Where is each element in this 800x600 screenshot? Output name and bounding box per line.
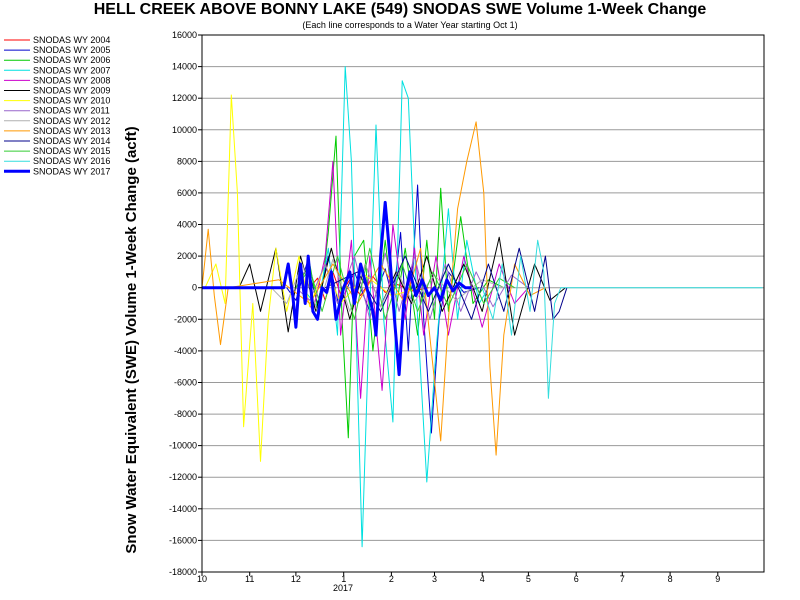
y-axis-label: Snow Water Equivalent (SWE) Volume 1-Wee… — [123, 126, 140, 553]
y-tick-label: -12000 — [169, 472, 197, 482]
y-tick-label: -18000 — [169, 567, 197, 577]
y-tick-label: -2000 — [174, 314, 197, 324]
series-line — [295, 135, 505, 439]
y-tick-label: 4000 — [177, 220, 197, 230]
series-line — [202, 200, 472, 377]
legend-label: SNODAS WY 2007 — [33, 65, 110, 75]
x-tick-label: 11 — [245, 574, 254, 584]
series-layer — [201, 66, 763, 548]
legend-label: SNODAS WY 2010 — [33, 96, 110, 106]
x-tick-label: 2 — [389, 574, 394, 584]
series-line — [238, 236, 566, 336]
y-tick-label: 10000 — [172, 125, 197, 135]
x-tick-label: 5 — [526, 574, 531, 584]
y-tick-label: 12000 — [172, 93, 197, 103]
y-tick-label: -4000 — [174, 346, 197, 356]
y-tick-label: 14000 — [172, 62, 197, 72]
legend-label: SNODAS WY 2004 — [33, 35, 110, 45]
x-tick-label: 12 — [291, 574, 301, 584]
chart-subtitle: (Each line corresponds to a Water Year s… — [302, 20, 518, 30]
legend-label: SNODAS WY 2016 — [33, 156, 110, 166]
y-tick-label: -6000 — [174, 378, 197, 388]
legend-label: SNODAS WY 2015 — [33, 146, 110, 156]
x-tick-label: 10 — [197, 574, 207, 584]
legend-label: SNODAS WY 2017 — [33, 166, 110, 176]
y-tick-label: 2000 — [177, 251, 197, 261]
series-line — [324, 247, 568, 320]
series-line — [204, 94, 421, 462]
legend-label: SNODAS WY 2006 — [33, 55, 110, 65]
x-tick-label: 6 — [574, 574, 579, 584]
legend-label: SNODAS WY 2008 — [33, 75, 110, 85]
chart-title: HELL CREEK ABOVE BONNY LAKE (549) SNODAS… — [93, 1, 707, 18]
y-tick-label: 6000 — [177, 188, 197, 198]
x-tick-label: 3 — [432, 574, 437, 584]
y-tick-label: -16000 — [169, 535, 197, 545]
x-tick-label: 4 — [480, 574, 485, 584]
y-tick-label: 8000 — [177, 156, 197, 166]
x-tick-label: 1 — [341, 574, 346, 584]
y-tick-label: -10000 — [169, 441, 197, 451]
legend-label: SNODAS WY 2011 — [33, 106, 110, 116]
y-tick-label: -8000 — [174, 409, 197, 419]
legend-label: SNODAS WY 2005 — [33, 45, 110, 55]
series-line — [301, 66, 489, 548]
y-tick-label: 0 — [192, 283, 197, 293]
x-axis-year-label: 2017 — [333, 583, 353, 593]
legend-label: SNODAS WY 2014 — [33, 136, 110, 146]
axis-layer: 16000 14000 12000 10000 8000 6000 4000 2000 0 -20… — [169, 30, 720, 584]
y-tick-label: 16000 — [172, 30, 197, 40]
legend-label: SNODAS WY 2013 — [33, 126, 110, 136]
x-tick-label: 9 — [715, 574, 720, 584]
series-line — [301, 160, 529, 399]
legend-label: SNODAS WY 2009 — [33, 86, 110, 96]
x-tick-label: 7 — [620, 574, 625, 584]
series-line — [481, 239, 763, 399]
x-tick-label: 8 — [668, 574, 673, 584]
y-tick-label: -14000 — [169, 504, 197, 514]
legend-label: SNODAS WY 2012 — [33, 116, 110, 126]
plot-frame — [201, 34, 765, 573]
